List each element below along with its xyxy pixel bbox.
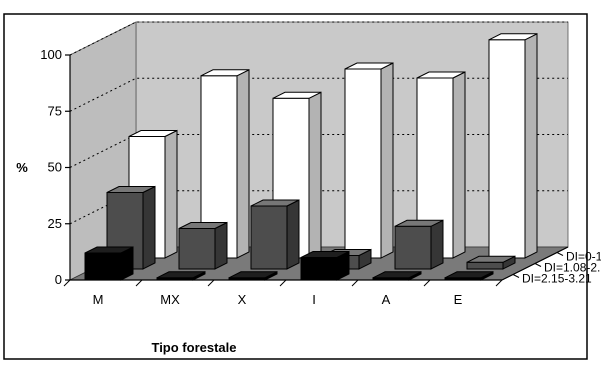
x-tick [63,279,71,287]
bar [228,270,278,281]
bars [84,32,538,281]
x-tick [135,279,143,287]
axis-labels: % Tipo forestale [16,160,236,355]
bar [394,219,444,270]
x-tick [207,279,215,287]
chart-border [3,13,588,360]
bar-side [380,62,394,259]
bar-front [178,228,216,270]
bar-top [106,186,156,193]
bar-side [286,199,300,270]
bar-front [466,261,504,270]
bar [488,32,538,259]
series-label: DI=1.08-2.14 [544,261,601,275]
y-tick-label: 0 [55,272,62,287]
bar-front [250,205,288,270]
bar-top [394,219,444,227]
bar-front [488,39,526,259]
bar-side [308,91,322,259]
bar-top [372,271,422,279]
bar-front [84,252,122,281]
x-tick-label: A [382,292,391,307]
depth-tick [556,252,564,256]
bar-top [272,91,322,99]
bar-side [430,219,444,270]
x-tick-label: E [454,292,463,307]
bar [344,62,394,259]
depth-tick [534,263,542,267]
bar-top [84,246,134,254]
x-tick [279,279,287,287]
bar [178,221,228,270]
bar-top [344,62,394,70]
bar [372,270,422,281]
x-tick-label: MX [160,292,180,307]
bar-top [444,271,494,279]
bar-side [142,185,156,270]
axes: 0 25 50 75 100 M MX X I A E DI=2.15-3.21DI=1.08-2.1… [40,47,601,307]
bar [106,185,156,270]
x-tick-label: M [93,292,104,307]
y-tick-label: 75 [48,103,62,118]
x-tick-label: X [238,292,247,307]
x-tick-label: I [312,292,316,307]
bar-side [214,221,228,270]
bar [466,255,516,270]
bar-top [466,255,516,263]
gridline [69,21,568,56]
bar-top [228,271,278,279]
y-axis-title: % [16,160,28,175]
bar [84,246,134,281]
bar [156,270,206,281]
x-axis-title: Tipo forestale [151,340,236,355]
y-tick-label: 50 [48,160,62,175]
bar-side [164,129,178,259]
bar-top [178,222,228,229]
y-tick-label: 100 [40,47,62,62]
bar-top [488,33,538,41]
bar-front [344,68,382,259]
series-label: DI=2.15-3.21 [522,272,592,286]
bar [300,250,350,281]
bar-top [156,271,206,279]
x-tick [351,279,359,287]
bar [250,199,300,270]
y-tick-label: 25 [48,216,62,231]
x-tick [423,279,431,287]
bar-front [394,225,432,270]
bar-top [200,69,250,77]
bar-top [416,71,466,79]
bar-side [236,68,250,259]
series-label: DI=0-1.07 [566,250,601,264]
depth-tick [512,274,520,278]
bar-side [524,32,538,259]
bar-side [452,71,466,259]
bar-front [300,257,338,281]
bar-top [128,130,178,137]
x-tick [495,279,503,287]
bar [444,270,494,281]
bar-top [250,199,300,207]
bar-top [300,251,350,258]
